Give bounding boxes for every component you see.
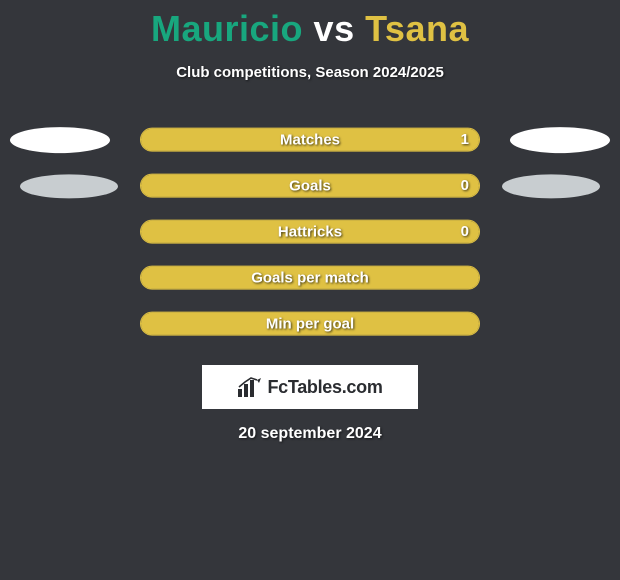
stat-label: Matches [280,131,340,148]
stat-row: Goals per match [0,259,620,305]
logo-box: FcTables.com [202,365,418,409]
stat-label: Hattricks [278,223,342,240]
stat-bar: Hattricks 0 [140,220,480,244]
title-player2: Tsana [365,8,469,49]
stat-value-right: 1 [461,131,469,148]
logo-text: FcTables.com [267,377,382,398]
stat-label: Goals [289,177,331,194]
stat-value-right: 0 [461,177,469,194]
stat-row: Hattricks 0 [0,213,620,259]
stat-row: Matches 1 [0,121,620,167]
title-player1: Mauricio [151,8,303,49]
stat-rows-container: Matches 1 Goals 0 Hattricks 0 Goals per match M… [0,121,620,351]
stat-bar: Goals per match [140,266,480,290]
left-ellipse [20,174,118,198]
stat-label: Min per goal [266,315,354,332]
stat-bar: Min per goal [140,312,480,336]
title-vs: vs [314,8,355,49]
subtitle: Club competitions, Season 2024/2025 [0,64,620,81]
stat-bar: Goals 0 [140,174,480,198]
stat-label: Goals per match [251,269,369,286]
date-text: 20 september 2024 [0,425,620,443]
left-ellipse [10,127,110,153]
bars-icon [237,377,263,397]
comparison-title: Mauricio vs Tsana [0,0,620,50]
right-ellipse [502,174,600,198]
stat-bar: Matches 1 [140,128,480,152]
stat-row: Min per goal [0,305,620,351]
stat-value-right: 0 [461,223,469,240]
stat-row: Goals 0 [0,167,620,213]
right-ellipse [510,127,610,153]
